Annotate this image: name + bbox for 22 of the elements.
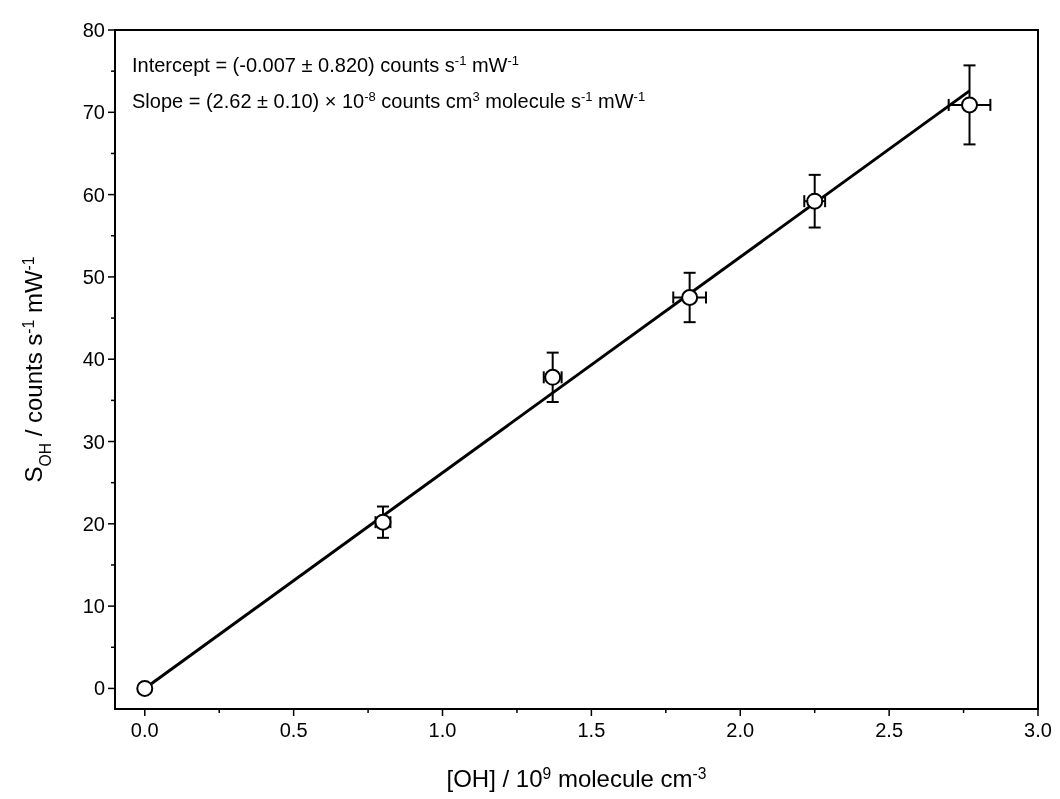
x-tick-label: 0.0 — [130, 719, 159, 741]
y-tick-label: 20 — [82, 512, 105, 535]
y-tick-label: 60 — [82, 183, 105, 206]
point — [961, 96, 979, 114]
y-tick-label: 40 — [82, 348, 105, 371]
x-axis-title: [OH] / 10$^{9}$ molecule cm$^{-3}$ — [446, 764, 707, 792]
y-tick-label: 80 — [82, 19, 105, 41]
point — [681, 288, 699, 306]
y-tick-label: 30 — [82, 430, 105, 453]
annotation: Slope = (2.62 ± 0.10) × 10$^{-8}$ counts cm$^{3}$ molecule s$^{-1}$ mW$^{-1}$ — [132, 88, 646, 112]
y-tick-label: 10 — [82, 595, 105, 618]
y-tick-label: 70 — [82, 101, 105, 124]
annotation: Intercept = (-0.007 ± 0.820) counts s$^{-1}$ mW$^{-1}$ — [132, 52, 520, 76]
x-tick-label: 3.0 — [1024, 719, 1052, 741]
x-tick-label: 2.5 — [875, 719, 904, 741]
x-tick-label: 1.5 — [577, 719, 606, 741]
point — [136, 679, 154, 697]
x-tick-label: 2.0 — [726, 719, 755, 741]
x-tick-label: 0.5 — [279, 719, 308, 741]
y-tick-label: 50 — [82, 265, 105, 288]
x-tick-label: 1.0 — [428, 719, 457, 741]
y-tick-label: 0 — [93, 677, 105, 700]
